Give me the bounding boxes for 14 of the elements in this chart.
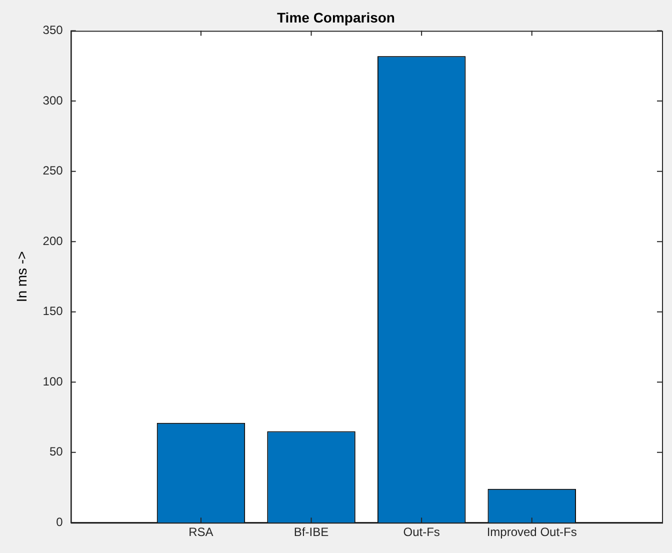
y-tick-label: 100: [42, 374, 64, 388]
x-tick-label: RSA: [188, 525, 214, 540]
y-axis-title: In ms ->: [13, 251, 30, 302]
y-tick-label: 250: [42, 164, 64, 178]
y-tick-label: 150: [42, 304, 64, 318]
chart-title: Time Comparison: [277, 9, 395, 26]
y-tick-label: 0: [56, 514, 64, 529]
x-tick-label: Bf-IBE: [294, 525, 329, 540]
x-tick-label: Improved Out-Fs: [486, 525, 577, 540]
y-tick-label: 350: [42, 23, 64, 38]
y-tick-label: 200: [42, 234, 64, 248]
y-tick-label: 50: [49, 444, 64, 459]
y-tick-label: 300: [42, 93, 64, 108]
x-tick-label: Out-Fs: [403, 525, 440, 540]
